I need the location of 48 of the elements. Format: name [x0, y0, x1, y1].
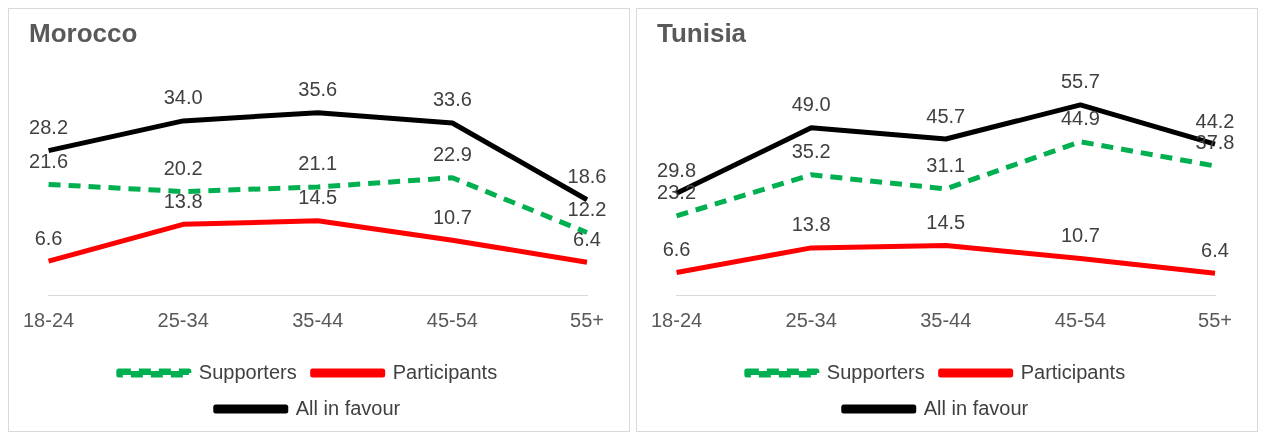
- data-label: 23.2: [657, 181, 697, 204]
- data-label: 55.7: [1060, 70, 1100, 93]
- data-label: 12.2: [567, 198, 607, 221]
- data-label: 20.2: [163, 157, 203, 180]
- data-label: 31.1: [926, 154, 966, 177]
- x-tick-label: 35-44: [292, 308, 344, 331]
- data-label: 49.0: [791, 93, 831, 116]
- data-label: 6.4: [1201, 238, 1229, 261]
- data-label: 35.2: [791, 140, 831, 163]
- data-label: 13.8: [163, 189, 203, 212]
- data-label: 45.7: [926, 104, 966, 127]
- data-label: 44.9: [1060, 107, 1100, 130]
- data-label: 22.9: [432, 143, 472, 166]
- x-tick-label: 35-44: [920, 308, 972, 331]
- data-label: 21.1: [298, 152, 338, 175]
- x-tick-label: 25-34: [785, 308, 837, 331]
- x-tick-label: 45-54: [1054, 308, 1106, 331]
- data-label: 14.5: [926, 211, 966, 234]
- x-tick-label: 25-34: [157, 308, 209, 331]
- data-label: 6.4: [573, 227, 601, 250]
- legend-label: Supporters: [198, 360, 297, 383]
- data-label: 6.6: [34, 226, 63, 249]
- x-tick-label: 55+: [570, 308, 604, 331]
- chart-title: Morocco: [29, 17, 138, 48]
- x-tick-label: 45-54: [426, 308, 478, 331]
- data-label: 6.6: [662, 237, 691, 260]
- data-label: 34.0: [163, 86, 203, 109]
- data-label: 10.7: [1060, 223, 1100, 246]
- legend-label: Supporters: [826, 360, 925, 383]
- legend-label: All in favour: [923, 396, 1029, 419]
- data-label: 33.6: [432, 88, 472, 111]
- data-label: 29.8: [657, 158, 697, 181]
- data-label: 10.7: [432, 205, 472, 228]
- legend-label: Participants: [1020, 360, 1126, 383]
- data-label: 37.8: [1195, 131, 1235, 154]
- legend-label: Participants: [392, 360, 498, 383]
- legend-label: All in favour: [295, 396, 401, 419]
- data-label: 21.6: [29, 149, 69, 172]
- x-tick-label: 55+: [1198, 308, 1232, 331]
- data-label: 18.6: [567, 165, 607, 188]
- data-label: 35.6: [298, 78, 338, 101]
- x-tick-label: 18-24: [651, 308, 703, 331]
- data-label: 14.5: [298, 186, 338, 209]
- data-label: 28.2: [29, 116, 69, 139]
- data-label: 13.8: [791, 213, 831, 236]
- x-tick-label: 18-24: [23, 308, 75, 331]
- chart-title: Tunisia: [657, 17, 747, 48]
- data-label: 44.2: [1195, 109, 1235, 132]
